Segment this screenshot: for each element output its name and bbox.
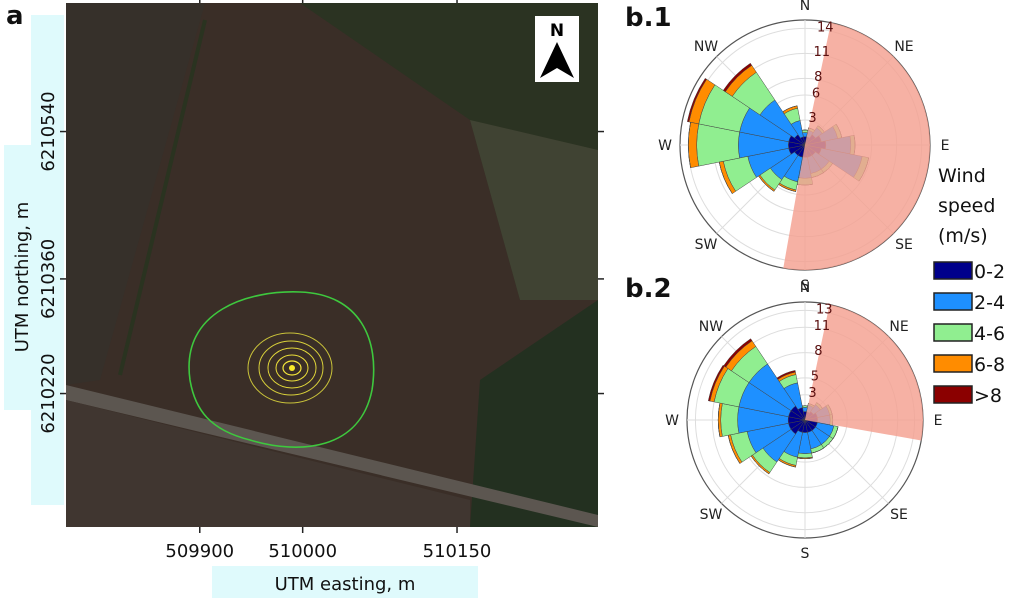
legend-title: Wind [938,165,986,187]
ring-label: 8 [814,70,822,85]
direction-label: SW [700,507,723,523]
ring-label: 3 [808,386,816,401]
direction-label: E [941,138,950,154]
figure: a UTM easting, m UTM northing, m b.1 b.2… [0,0,1028,602]
legend-label: 6-8 [974,354,1005,376]
direction-label: W [665,413,679,429]
ring-label: 3 [808,111,816,126]
legend-label: 0-2 [974,261,1005,283]
rose-segment [802,130,808,133]
ring-label: 14 [817,20,834,35]
legend-swatch [934,293,972,310]
direction-label: NE [894,39,913,55]
legend-swatch [934,355,972,372]
legend-label: 2-4 [974,292,1005,314]
y-tick-label: 6210360 [38,239,59,319]
ring-label: 11 [813,45,830,60]
ring-label: 8 [814,344,822,359]
direction-label: NW [694,39,718,55]
ring-label: 13 [816,302,833,317]
x-tick-label: 509900 [165,541,234,562]
panel-label: b.1 [625,3,672,33]
x-tick-label: 510150 [423,541,492,562]
ring-label: 11 [814,319,831,334]
legend-label: 4-6 [974,323,1005,345]
direction-label: SE [895,237,913,253]
ring-label: 5 [811,369,819,384]
direction-label: S [801,546,810,562]
y-tick-label: 6210220 [38,353,59,433]
direction-label: NW [699,319,723,335]
legend-title: (m/s) [938,225,988,247]
satellite-image [66,3,598,527]
legend-swatch [934,324,972,341]
direction-label: N [800,280,810,296]
x-tick-label: 510000 [268,541,337,562]
north-arrow-label: N [550,21,564,41]
ring-label: 6 [812,86,820,101]
legend-swatch [934,262,972,279]
direction-label: E [934,413,943,429]
x-axis-label: UTM easting, m [275,574,416,595]
direction-label: SE [890,507,908,523]
panel-label: a [6,1,24,31]
legend-label: >8 [974,385,1002,407]
direction-label: NE [889,319,908,335]
panel-label: b.2 [625,274,672,304]
legend-swatch [934,386,972,403]
rose-segment [721,404,739,437]
rose-segment [798,453,813,458]
direction-label: W [658,138,672,154]
legend-title: speed [938,195,995,217]
direction-label: N [800,0,810,14]
y-axis-label: UTM northing, m [12,202,33,353]
direction-label: SW [695,237,718,253]
y-tick-label: 6210540 [38,91,59,171]
